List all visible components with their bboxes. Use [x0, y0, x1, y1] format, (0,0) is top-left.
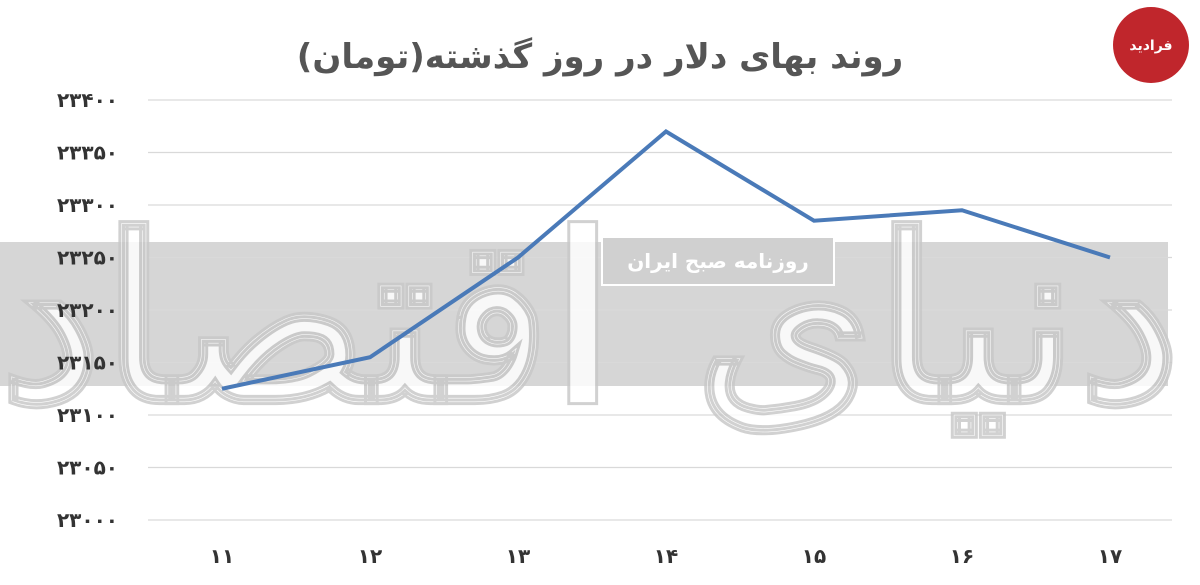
x-tick-label: ۱۶	[950, 544, 974, 568]
x-tick-label: ۱۳	[506, 544, 530, 568]
x-tick-label: ۱۱	[210, 544, 234, 568]
y-tick-label: ۲۳۰۵۰	[57, 456, 118, 480]
y-tick-label: ۲۳۳۵۰	[57, 141, 118, 165]
logo-badge	[1113, 7, 1189, 83]
x-tick-label: ۱۲	[358, 544, 382, 568]
watermark-label-box	[601, 236, 835, 286]
x-tick-label: ۱۷	[1098, 544, 1122, 568]
y-tick-label: ۲۳۲۰۰	[57, 298, 118, 322]
logo: فرادید	[1113, 7, 1189, 83]
y-tick-label: ۲۳۱۰۰	[57, 403, 118, 427]
y-tick-label: ۲۳۳۰۰	[57, 193, 118, 217]
watermark-label: روزنامه صبح ایران	[627, 249, 809, 273]
y-tick-label: ۲۳۱۵۰	[57, 351, 118, 375]
logo-text: فرادید	[1129, 38, 1172, 54]
x-axis-ticks: ۱۱ ۱۲ ۱۳ ۱۴ ۱۵ ۱۶ ۱۷	[210, 544, 1122, 568]
y-tick-label: ۲۳۰۰۰	[57, 508, 118, 532]
y-axis-ticks: ۲۳۰۰۰ ۲۳۰۵۰ ۲۳۱۰۰ ۲۳۱۵۰ ۲۳۲۰۰ ۲۳۲۵۰ ۲۳۳۰۰ ۲۳۳۵۰…	[57, 88, 118, 532]
series-group	[221, 129, 1111, 391]
y-tick-label: ۲۳۲۵۰	[57, 246, 118, 270]
x-tick-label: ۱۴	[654, 544, 678, 568]
y-tick-label: ۲۳۴۰۰	[57, 88, 118, 112]
chart-title: روند بهای دلار در روز گذشته(تومان)	[297, 37, 903, 77]
x-tick-label: ۱۵	[802, 544, 826, 568]
watermark-text: دنیای اقتصاد	[0, 185, 1181, 455]
